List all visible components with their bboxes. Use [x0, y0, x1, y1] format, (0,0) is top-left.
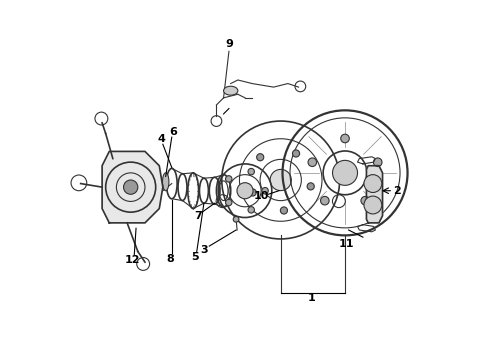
Circle shape	[123, 180, 138, 194]
Circle shape	[249, 189, 256, 196]
Circle shape	[320, 197, 329, 205]
Circle shape	[333, 160, 358, 185]
Circle shape	[308, 158, 317, 167]
Circle shape	[237, 183, 253, 199]
Text: 2: 2	[393, 186, 401, 196]
Text: 1: 1	[307, 293, 315, 303]
Circle shape	[248, 207, 254, 213]
Text: 11: 11	[339, 239, 355, 249]
Circle shape	[293, 150, 299, 157]
Ellipse shape	[223, 86, 238, 95]
Text: 9: 9	[225, 39, 233, 49]
Circle shape	[248, 168, 254, 175]
Circle shape	[364, 196, 382, 214]
Polygon shape	[367, 166, 383, 223]
Circle shape	[233, 216, 239, 222]
Circle shape	[341, 134, 349, 143]
Circle shape	[257, 154, 264, 161]
Text: 5: 5	[191, 252, 199, 262]
Text: 6: 6	[169, 127, 177, 137]
Text: 7: 7	[195, 211, 202, 221]
Polygon shape	[102, 152, 163, 223]
Text: 10: 10	[253, 191, 269, 201]
Circle shape	[280, 207, 288, 214]
Circle shape	[307, 183, 314, 190]
Text: 4: 4	[157, 134, 165, 144]
Circle shape	[225, 199, 232, 206]
Circle shape	[225, 176, 232, 182]
Text: 3: 3	[200, 245, 208, 255]
Circle shape	[270, 170, 292, 190]
Circle shape	[262, 188, 269, 194]
Circle shape	[361, 197, 369, 205]
Ellipse shape	[163, 173, 169, 191]
Circle shape	[364, 175, 382, 193]
Circle shape	[373, 158, 382, 167]
Text: 12: 12	[125, 255, 140, 265]
Text: 8: 8	[166, 253, 174, 264]
